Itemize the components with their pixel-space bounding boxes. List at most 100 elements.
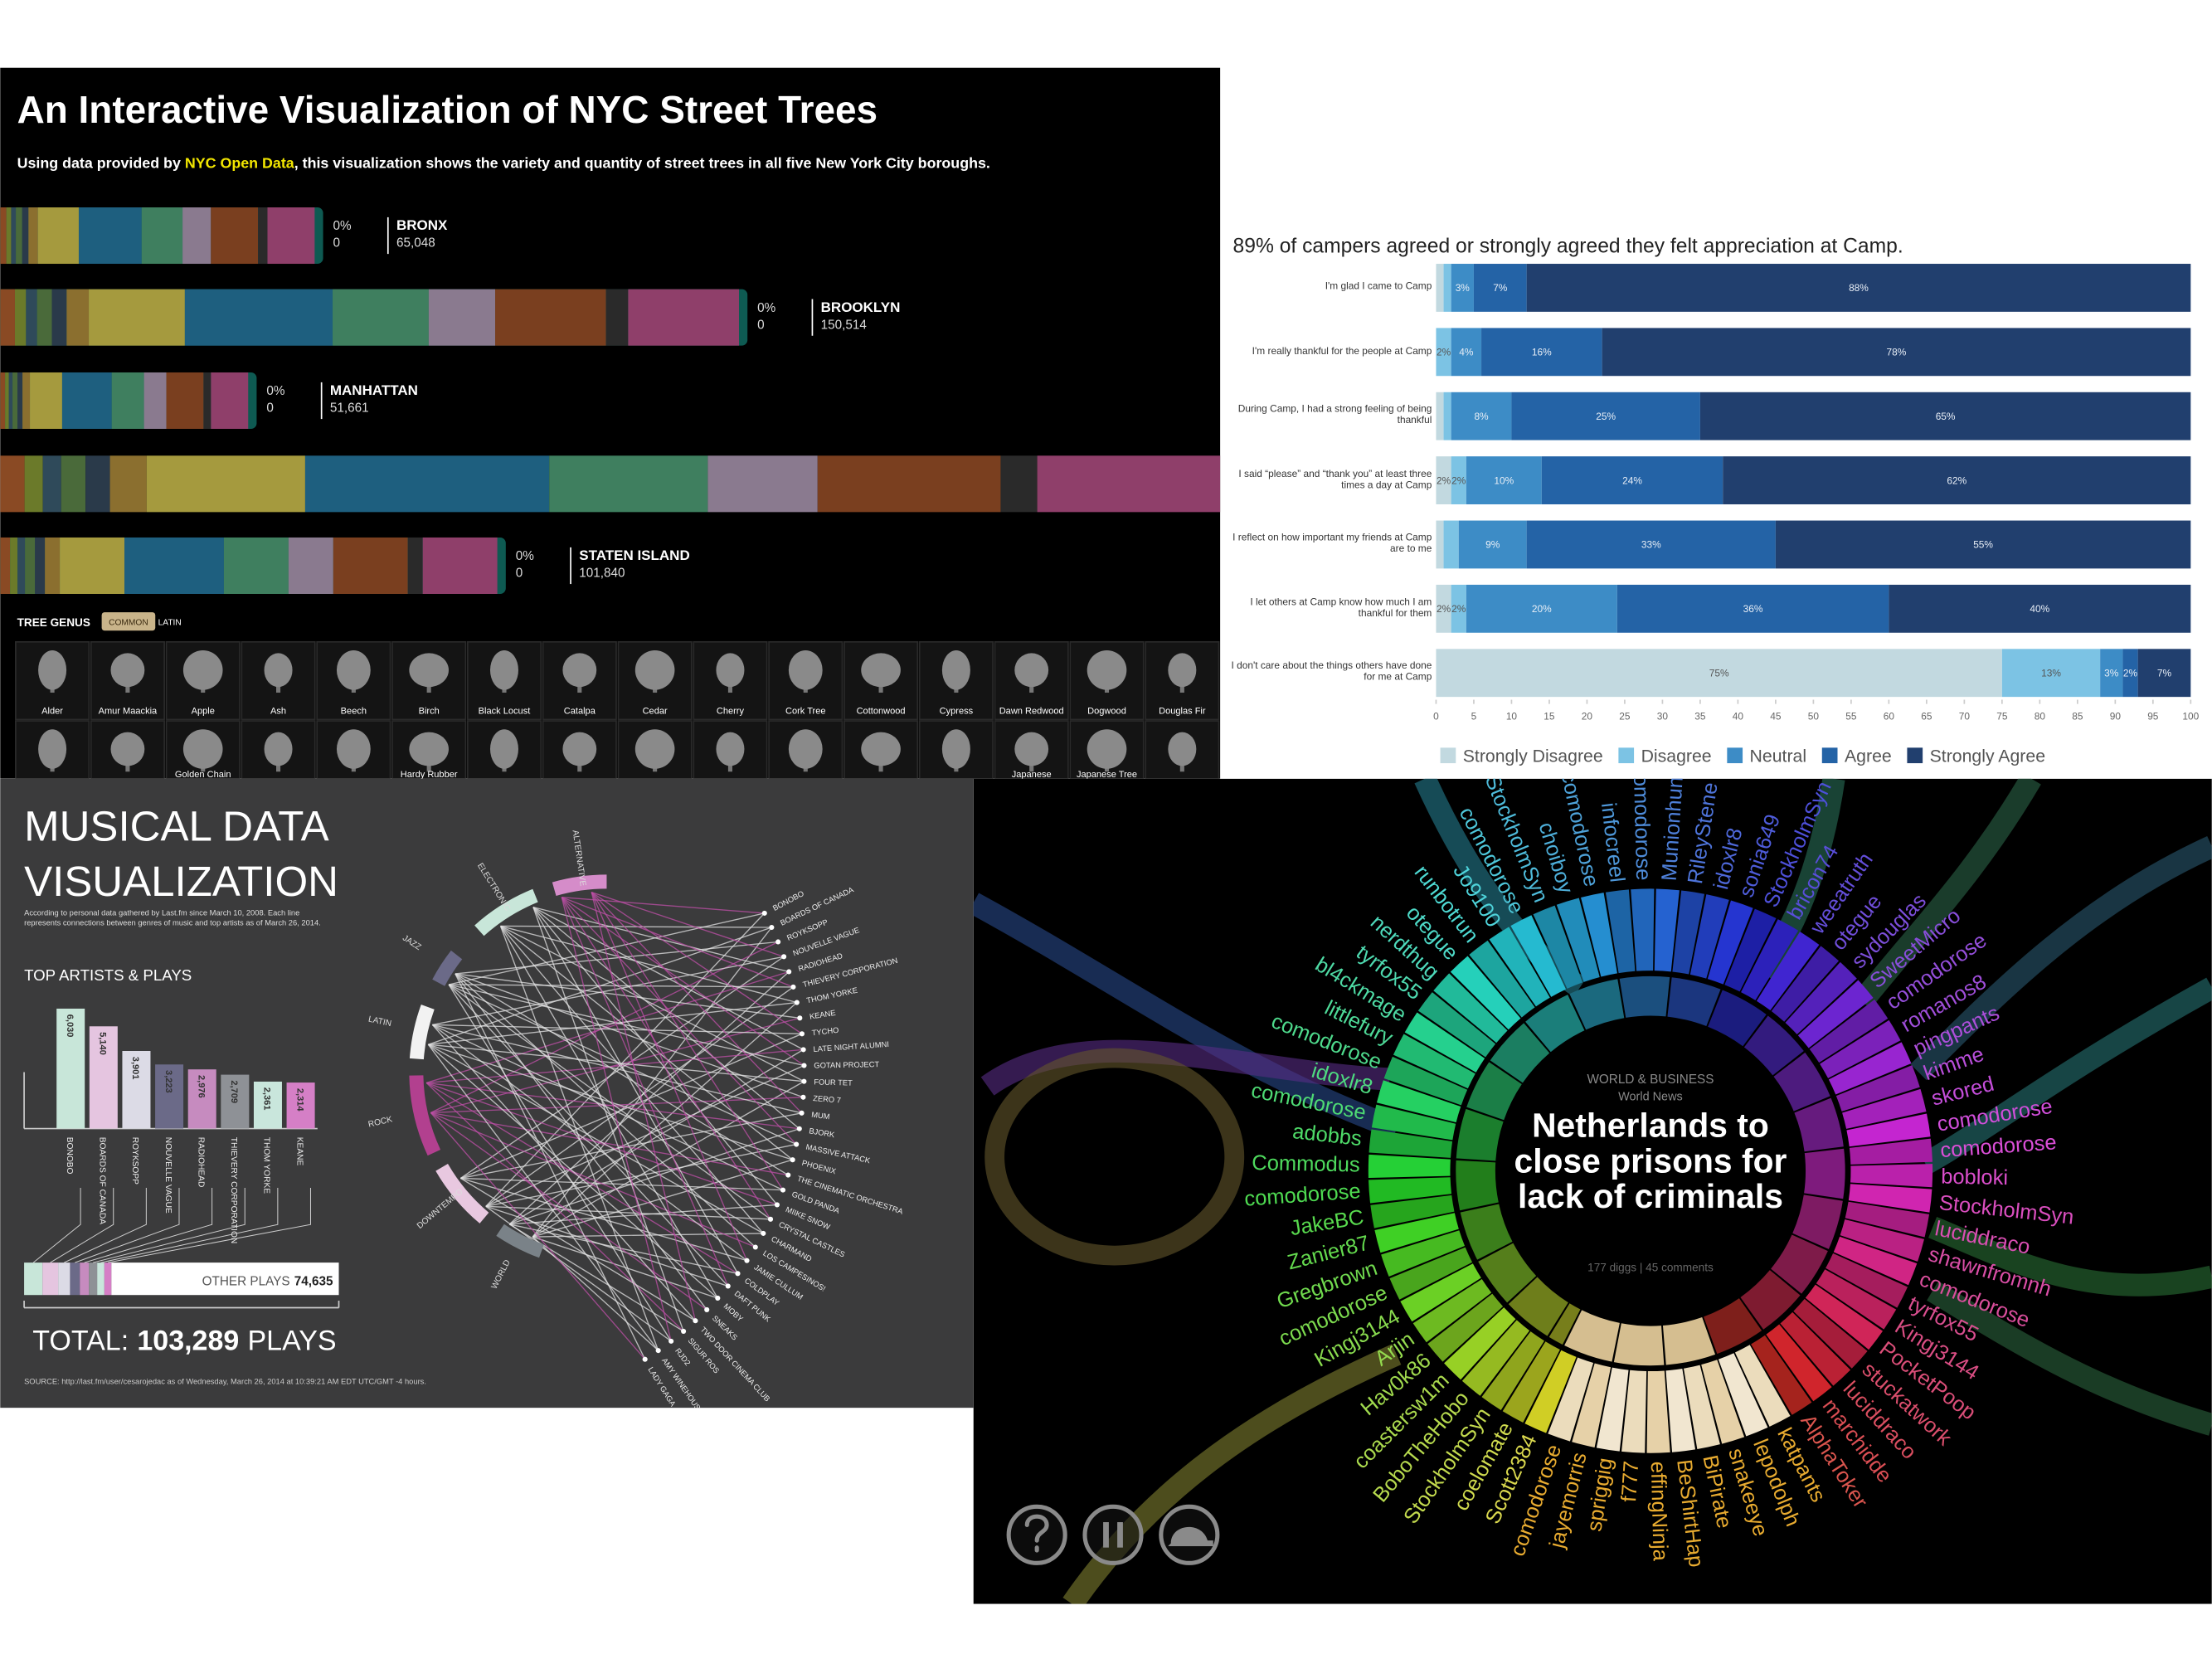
user-label[interactable]: f777 bbox=[1617, 1460, 1643, 1502]
value-label: 2,709 bbox=[229, 1080, 239, 1103]
genre-arc bbox=[474, 888, 538, 937]
connection-line bbox=[430, 1112, 707, 1311]
value-label: 36% bbox=[1743, 603, 1763, 615]
bar-segment bbox=[1451, 456, 1466, 504]
value-label: 2% bbox=[2123, 667, 2138, 679]
bar-segment bbox=[495, 289, 606, 346]
artist-label: TYCHO bbox=[811, 1026, 839, 1038]
ring-inner bbox=[1460, 1204, 1513, 1260]
connection-line bbox=[432, 956, 785, 1026]
x-tick-label: 40 bbox=[1733, 710, 1744, 722]
artist-node bbox=[735, 1271, 741, 1277]
genus-label: Apple bbox=[192, 707, 215, 717]
tree-icon bbox=[182, 650, 223, 690]
category-label: I don't care about the things others hav… bbox=[1231, 661, 1432, 684]
bar-segment bbox=[1889, 584, 2191, 633]
tree-icon bbox=[941, 729, 970, 769]
connection-line bbox=[448, 912, 765, 985]
connection-line bbox=[562, 896, 765, 914]
bar-segment bbox=[1443, 392, 1451, 440]
data-source-link[interactable]: NYC Open Data bbox=[185, 154, 295, 171]
legend-label: Strongly Disagree bbox=[1463, 746, 1603, 766]
connection-line bbox=[448, 984, 672, 1342]
bar-segment bbox=[51, 289, 67, 346]
value-label: 7% bbox=[2157, 667, 2172, 679]
ring-inner bbox=[1662, 1316, 1716, 1365]
artist-node bbox=[761, 1230, 766, 1236]
category-label-box: I'm really thankful for the people at Ca… bbox=[1252, 347, 1432, 357]
bar bbox=[286, 1082, 315, 1129]
artist-node bbox=[693, 1318, 698, 1324]
ring-inner bbox=[1490, 1023, 1550, 1083]
bar-segment bbox=[1466, 584, 1617, 633]
x-tick-label: THOM YORKE bbox=[262, 1137, 271, 1194]
ring-inner bbox=[1792, 1194, 1843, 1249]
value-label: 3% bbox=[1456, 282, 1471, 294]
connection-line bbox=[591, 891, 785, 957]
tree-icon bbox=[38, 729, 67, 769]
turtle-icon bbox=[1168, 1526, 1213, 1546]
legend-swatch bbox=[1907, 747, 1923, 764]
bar-segment bbox=[1436, 649, 2002, 698]
bar-segment bbox=[143, 372, 167, 430]
tree-icon bbox=[182, 729, 223, 769]
category-label-box: During Camp, I had a strong feeling of b… bbox=[1238, 405, 1432, 426]
share-label: 0% bbox=[516, 549, 535, 563]
value-label: 25% bbox=[1596, 411, 1616, 422]
bar-segment bbox=[304, 455, 550, 513]
toggle-label[interactable]: LATIN bbox=[158, 618, 182, 627]
connection-line bbox=[455, 973, 789, 1176]
x-tick-label: BOARDS OF CANADA bbox=[98, 1137, 107, 1224]
pause-button[interactable] bbox=[1082, 1504, 1144, 1565]
bar-segment bbox=[1602, 328, 2191, 377]
bar-segment bbox=[2001, 649, 2101, 698]
user-label[interactable]: effingNinja bbox=[1646, 1461, 1672, 1562]
category-label: I said “please” and “thank you” at least… bbox=[1238, 469, 1432, 490]
x-tick-label: 35 bbox=[1694, 710, 1706, 722]
bar-segment bbox=[8, 372, 13, 430]
bar-segment bbox=[60, 537, 125, 594]
tree-icon bbox=[1168, 732, 1197, 766]
total-segment bbox=[104, 1262, 112, 1296]
tree-icon bbox=[1014, 732, 1049, 766]
bar-segment bbox=[288, 537, 333, 594]
camp-panel: 89% of campers agreed or strongly agreed… bbox=[1231, 235, 2199, 766]
user-label[interactable]: Commodus bbox=[1252, 1151, 1360, 1177]
ring-wedge bbox=[1654, 888, 1680, 972]
value-label: 51,661 bbox=[330, 401, 369, 416]
connection-line bbox=[425, 1082, 778, 1206]
connection-line bbox=[499, 925, 764, 1234]
connection-line bbox=[561, 897, 797, 1146]
artist-node bbox=[668, 1338, 674, 1344]
ring-inner bbox=[1667, 977, 1721, 1027]
bar-segment bbox=[85, 455, 110, 513]
count-label: 0 bbox=[333, 236, 340, 251]
toggle-option[interactable] bbox=[101, 612, 156, 631]
story-headline[interactable]: Netherlands to close prisons for lack of… bbox=[1514, 1108, 1787, 1216]
x-tick-label: 70 bbox=[1959, 710, 1971, 722]
bar-segment bbox=[89, 289, 185, 346]
bar-segment bbox=[2137, 649, 2191, 698]
artist-node bbox=[681, 1328, 687, 1334]
connection-line bbox=[591, 892, 803, 1034]
connection-line bbox=[448, 984, 771, 1220]
tree-icon bbox=[788, 650, 823, 690]
bar-segment bbox=[0, 455, 25, 513]
subtitle: TOP ARTISTS & PLAYS bbox=[24, 966, 192, 984]
artist-node bbox=[799, 1031, 805, 1037]
user-label[interactable]: comodorose bbox=[1629, 764, 1655, 881]
ring-wedge bbox=[1381, 1230, 1466, 1277]
connection-line bbox=[561, 897, 771, 1220]
value-label: 13% bbox=[2041, 667, 2061, 679]
user-label[interactable]: bobloki bbox=[1941, 1165, 2008, 1190]
flow-loop bbox=[984, 1048, 1245, 1266]
tree-icon bbox=[38, 650, 67, 690]
x-tick-label: RADIOHEAD bbox=[196, 1137, 205, 1188]
bar-segment bbox=[428, 289, 496, 346]
genus-label: Beech bbox=[341, 707, 367, 717]
bar-segment bbox=[1481, 328, 1602, 377]
center-disc bbox=[1500, 1021, 1801, 1321]
connector bbox=[50, 1187, 114, 1263]
artist-label: KEANE bbox=[809, 1009, 836, 1021]
ring-wedge bbox=[1785, 961, 1857, 1034]
